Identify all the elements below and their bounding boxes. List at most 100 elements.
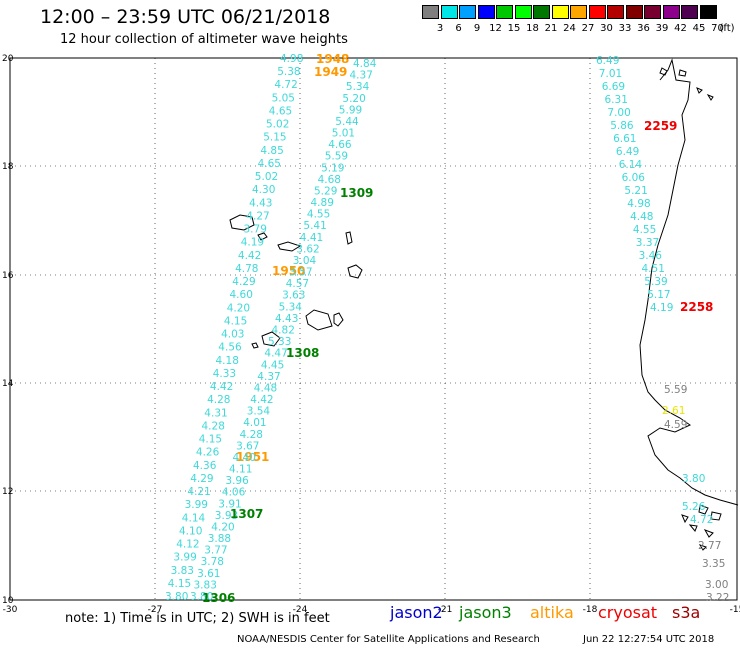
wave-height-label: 4.48: [630, 211, 653, 223]
wave-height-label: 5.15: [263, 132, 286, 144]
map-subtitle: 12 hour collection of altimeter wave hei…: [60, 32, 348, 47]
wave-height-label: 4.28: [207, 394, 230, 406]
wave-height-label: 3.37: [636, 237, 659, 249]
wave-height-label: 3.99: [173, 552, 196, 564]
wave-height-label: 4.72: [274, 79, 297, 91]
wave-height-label: 5.01: [332, 128, 355, 140]
satellite-legend-cryosat: cryosat: [598, 603, 658, 622]
wave-height-label: 4.48: [254, 382, 277, 394]
lon-tick-label: -18: [583, 605, 598, 615]
wave-height-label: 6.14: [619, 159, 643, 171]
wave-height-label: 5.17: [647, 289, 670, 301]
wave-height-label: 4.19: [650, 302, 673, 314]
lon-tick-label: -27: [148, 605, 163, 615]
legend-label: 33: [618, 23, 632, 34]
wave-height-label: 4.20: [227, 302, 250, 314]
wave-height-label: 3.35: [702, 558, 725, 570]
legend-swatch: [699, 5, 717, 19]
wave-height-label: 3.80: [165, 591, 188, 603]
wave-height-label: 4.26: [196, 447, 220, 459]
legend-label: 24: [563, 23, 576, 34]
legend-swatch: [570, 5, 587, 19]
legend-swatch: [514, 5, 532, 19]
legend-label: 30: [600, 23, 613, 34]
wave-height-label: 4.42: [210, 381, 233, 393]
wave-height-label: 5.05: [272, 92, 295, 104]
wave-height-label: 4.68: [318, 174, 341, 186]
wave-height-label: 5.33: [268, 336, 291, 348]
legend-label: 21: [544, 23, 558, 34]
wave-height-label: 4.43: [249, 197, 272, 209]
wave-height-label: 3.04: [293, 255, 317, 267]
wave-height-label: 3.83: [171, 565, 194, 577]
wave-height-label: 4.65: [258, 158, 281, 170]
wave-height-label: 3.57: [289, 267, 312, 279]
wave-height-label: 5.02: [255, 171, 278, 183]
wave-height-label: 5.29: [314, 186, 337, 198]
satellite-legend-jason2: jason2: [390, 603, 443, 622]
wave-height-label: 4.10: [179, 525, 202, 537]
wave-height-label: 4.15: [224, 315, 247, 327]
wave-height-label: 3.80: [682, 473, 705, 485]
wave-height-label: 5.02: [266, 119, 289, 131]
wave-height-label: 3.80: [190, 591, 213, 603]
wave-height-label: 5.44: [335, 116, 359, 128]
wave-height-label: 5.41: [303, 220, 326, 232]
wave-height-label: 3.99: [185, 499, 208, 511]
wave-height-label: 5.59: [325, 151, 348, 163]
wave-height-label: 4.55: [633, 224, 656, 236]
legend-label: 18: [526, 23, 539, 34]
pass-time-label: 1306: [202, 591, 235, 605]
legend-swatch: [607, 5, 624, 19]
wave-height-label: 6.06: [622, 172, 646, 184]
wave-height-label: 4.89: [311, 197, 334, 209]
wave-height-label: 4.56: [218, 342, 242, 354]
lon-tick-label: -21: [438, 605, 453, 615]
legend-label: 70: [711, 23, 724, 34]
footer-credit: NOAA/NESDIS Center for Satellite Applica…: [237, 634, 540, 645]
wave-height-label: 4.30: [252, 184, 275, 196]
wave-height-label: 4.15: [199, 434, 222, 446]
legend-swatch: [496, 5, 513, 19]
legend-swatch: [422, 5, 439, 19]
wave-height-label: 4.18: [216, 355, 239, 367]
wave-height-label: 4.59: [664, 419, 687, 431]
wave-height-label: 5.39: [644, 276, 667, 288]
wave-height-label: 3.46: [639, 250, 663, 262]
wave-height-label: 4.40: [233, 452, 256, 464]
sao-vicente-island: [257, 232, 268, 241]
satellite-legend-s3a: s3a: [672, 603, 701, 622]
wave-height-label: 6.61: [613, 133, 636, 145]
wave-height-label: 3.54: [247, 406, 271, 418]
wave-height-label: 4.28: [202, 420, 225, 432]
wave-height-label: 4.72: [690, 514, 713, 526]
wave-height-label: 3.62: [296, 243, 319, 255]
pass-time-label: 1949: [314, 65, 347, 79]
legend-swatch: [440, 5, 458, 19]
legend-label: 36: [637, 23, 650, 34]
map-frame: [9, 57, 738, 601]
legend-swatch: [533, 5, 550, 19]
wave-height-label: 3.61: [197, 568, 220, 580]
pass-time-label: 1307: [230, 507, 263, 521]
wave-height-label: 5.26: [682, 501, 706, 513]
wave-height-label: 2.61: [662, 405, 685, 417]
santiago-island: [305, 309, 333, 331]
wave-height-label: 3.77: [204, 545, 227, 557]
legend-swatch: [459, 5, 476, 19]
fogo-island: [261, 331, 281, 347]
wave-height-label: 4.11: [229, 464, 252, 476]
santo-antao-island: [229, 214, 255, 231]
wave-height-label: 4.78: [235, 263, 258, 275]
wave-height-label: 4.01: [243, 417, 266, 429]
wave-height-label: 4.28: [240, 429, 263, 441]
wave-height-label: 4.55: [307, 209, 330, 221]
wave-height-label: 4.03: [221, 329, 244, 341]
wave-height-label: 4.19: [241, 237, 264, 249]
legend-label: 42: [674, 23, 687, 34]
wave-height-label: 4.21: [187, 486, 210, 498]
map-note: note: 1) Time is in UTC; 2) SWH is in fe…: [65, 611, 330, 626]
legend-swatch: [477, 5, 495, 19]
footer-timestamp: Jun 22 12:27:54 UTC 2018: [583, 634, 715, 645]
wave-height-label: 7.00: [607, 107, 630, 119]
